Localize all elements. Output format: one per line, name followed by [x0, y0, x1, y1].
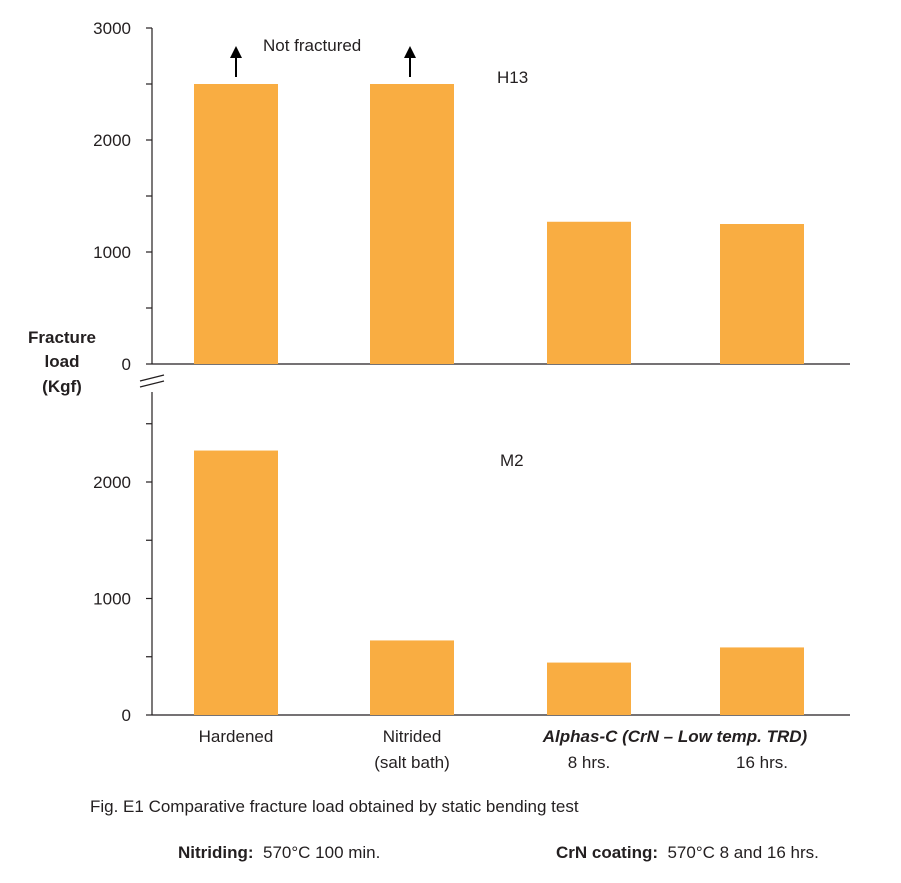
top-y-ticks: 0 1000 2000 3000 — [93, 19, 152, 374]
y-tick-label-h13: 0 — [122, 355, 131, 374]
y-tick-label-h13: 1000 — [93, 243, 131, 262]
bar-h13-2 — [370, 84, 454, 364]
bar-m2-3 — [547, 662, 631, 715]
x-label-alphas-c: Alphas-C (CrN – Low temp. TRD) — [542, 727, 808, 746]
y-tick-label-h13: 2000 — [93, 131, 131, 150]
not-fractured-arrows — [230, 46, 416, 77]
x-label-16-hrs: 16 hrs. — [736, 753, 788, 772]
not-fractured-annotation: Not fractured — [263, 36, 361, 55]
bar-m2-2 — [370, 640, 454, 715]
panel-label-m2: M2 — [500, 451, 524, 470]
bar-m2-4 — [720, 647, 804, 715]
y-axis-label-line-1: Fracture — [28, 328, 96, 347]
fracture-load-chart: 0 1000 2000 3000 0 1000 2000 Not fractured H1… — [28, 19, 850, 772]
figure-caption: Fig. E1 Comparative fracture load obtain… — [90, 797, 579, 816]
y-tick-label-m2: 1000 — [93, 590, 131, 609]
top-bars — [194, 84, 804, 364]
arrow-up-icon — [404, 46, 416, 77]
bar-h13-3 — [547, 221, 631, 364]
crn-coating-label: CrN coating: — [556, 843, 658, 862]
nitriding-note: Nitriding: 570°C 100 min. — [178, 843, 380, 863]
bottom-bars — [194, 450, 804, 715]
arrow-up-icon — [230, 46, 242, 77]
nitriding-label: Nitriding: — [178, 843, 254, 862]
y-tick-label-h13: 3000 — [93, 19, 131, 38]
nitriding-value: 570°C 100 min. — [263, 843, 381, 862]
x-label-salt-bath: (salt bath) — [374, 753, 450, 772]
x-label-nitrided: Nitrided — [383, 727, 442, 746]
panel-label-h13: H13 — [497, 68, 528, 87]
y-tick-label-m2: 2000 — [93, 473, 131, 492]
y-axis-label-line-3: (Kgf) — [42, 377, 82, 396]
crn-coating-value: 570°C 8 and 16 hrs. — [667, 843, 819, 862]
x-label-hardened: Hardened — [199, 727, 274, 746]
crn-coating-note: CrN coating: 570°C 8 and 16 hrs. — [556, 843, 819, 863]
bottom-y-ticks: 0 1000 2000 — [93, 423, 152, 725]
x-label-8-hrs: 8 hrs. — [568, 753, 611, 772]
axis-break-mark — [139, 374, 165, 388]
y-tick-label-m2: 0 — [122, 706, 131, 725]
bar-h13-1 — [194, 84, 278, 364]
bar-m2-1 — [194, 450, 278, 715]
bar-h13-4 — [720, 224, 804, 364]
y-axis-label-line-2: load — [45, 352, 80, 371]
